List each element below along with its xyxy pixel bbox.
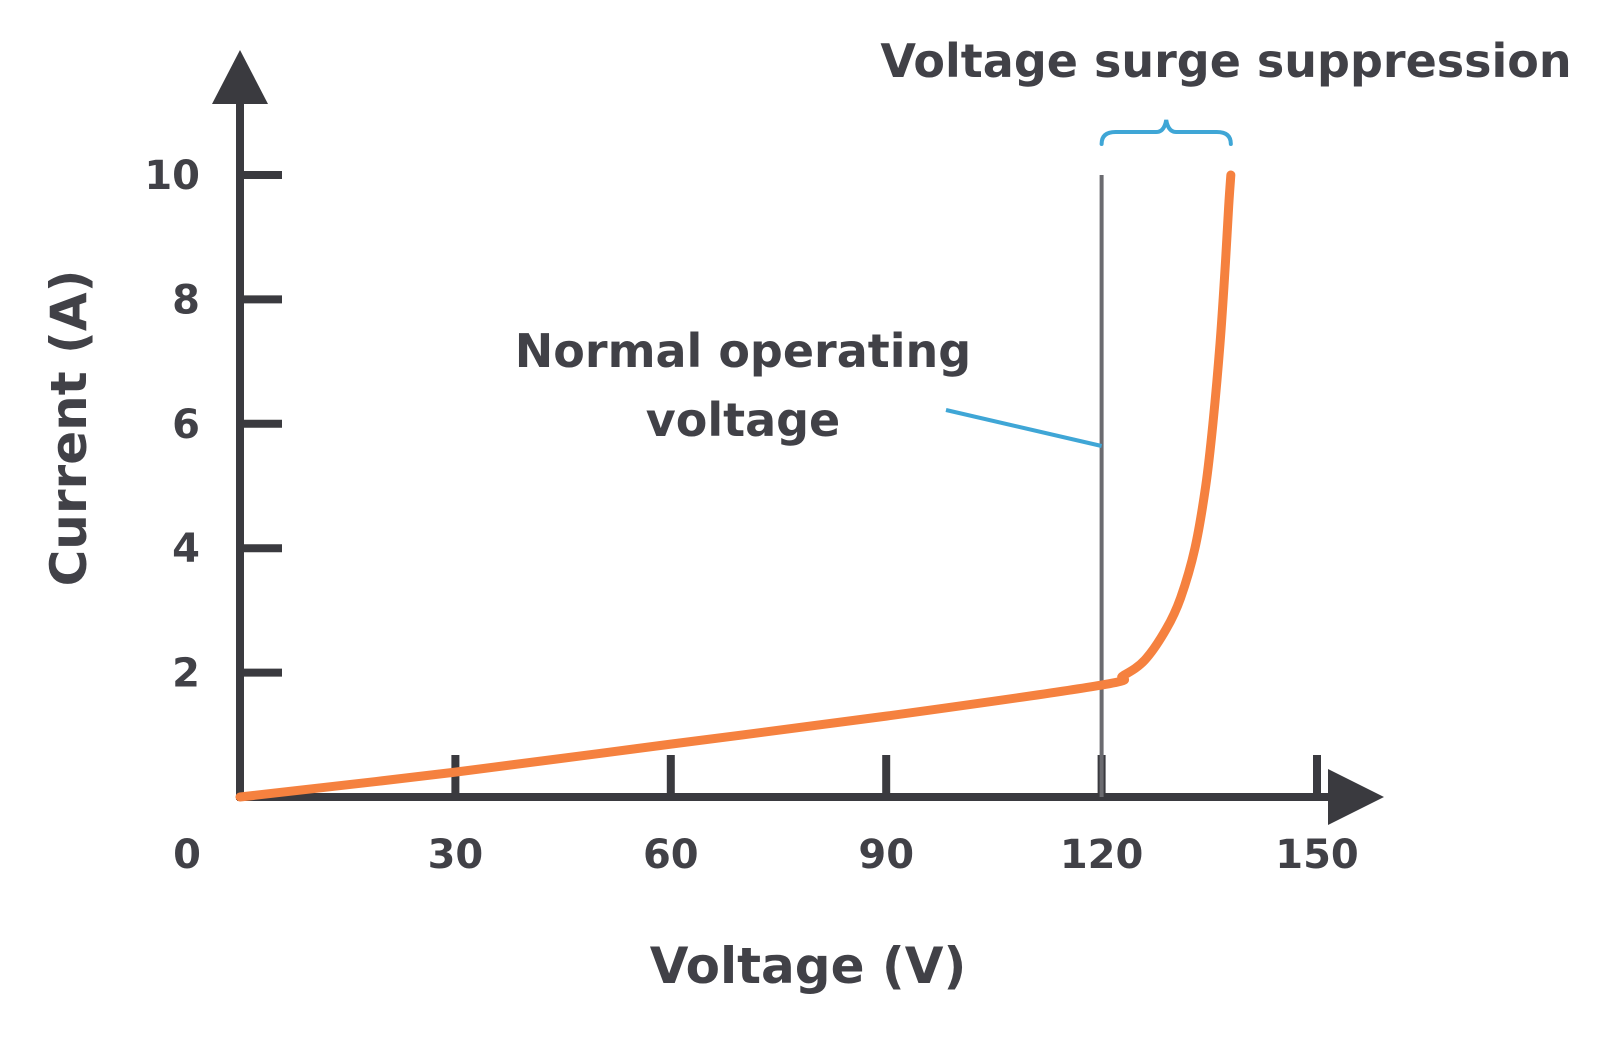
series (235, 170, 1236, 802)
x-axis-title: Voltage (V) (650, 937, 967, 995)
y-axis-arrow (212, 50, 268, 104)
origin-label: 0 (173, 832, 201, 878)
x-tick-label-150: 150 (1275, 832, 1359, 878)
labels: Voltage (V) Current (A) 0 Normal operati… (40, 34, 1572, 995)
ticks: 30 60 90 120 150 2 4 6 8 10 (144, 153, 1358, 878)
x-tick-label-120: 120 (1060, 832, 1144, 878)
x-tick-label-90: 90 (858, 832, 914, 878)
y-tick-label-2: 2 (172, 651, 200, 697)
axes (212, 50, 1384, 825)
y-tick-label-8: 8 (172, 277, 200, 323)
surge-region-brace (1099, 119, 1233, 146)
y-tick-label-4: 4 (172, 526, 200, 572)
surge-region-label: Voltage surge suppression (880, 34, 1571, 88)
x-tick-label-30: 30 (428, 832, 484, 878)
x-tick-label-60: 60 (643, 832, 699, 878)
operating-voltage-label-line1: Normal operating (515, 324, 971, 378)
x-axis-arrow (1328, 769, 1384, 825)
operating-voltage-leader (945, 408, 1103, 448)
series-line-0 (235, 170, 1236, 802)
y-axis-title: Current (A) (40, 270, 98, 587)
annotations (945, 119, 1233, 797)
y-tick-label-10: 10 (144, 153, 200, 199)
y-tick-label-6: 6 (172, 402, 200, 448)
operating-voltage-label-line2: voltage (646, 393, 841, 447)
